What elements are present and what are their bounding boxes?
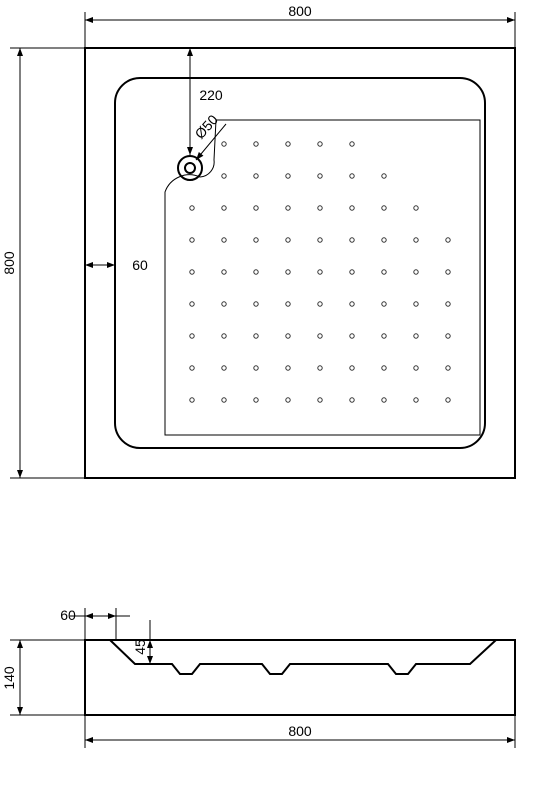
dim-side-gap-label: 60 bbox=[60, 607, 76, 623]
antislip-dot bbox=[222, 238, 226, 242]
antislip-dot bbox=[382, 334, 386, 338]
dim-side-width-label: 800 bbox=[288, 723, 312, 739]
antislip-dot bbox=[286, 398, 290, 402]
antislip-dot bbox=[318, 238, 322, 242]
antislip-dot bbox=[446, 334, 450, 338]
antislip-dot bbox=[350, 238, 354, 242]
antislip-dot bbox=[446, 366, 450, 370]
antislip-dot bbox=[222, 398, 226, 402]
antislip-dot bbox=[190, 270, 194, 274]
antislip-dot bbox=[350, 398, 354, 402]
antislip-dot bbox=[286, 270, 290, 274]
antislip-dot bbox=[446, 302, 450, 306]
antislip-dot bbox=[318, 270, 322, 274]
dim-side-gap: 60 bbox=[60, 607, 130, 640]
dim-inner-gap: 60 bbox=[85, 256, 148, 274]
antislip-dot bbox=[190, 334, 194, 338]
antislip-dot bbox=[350, 174, 354, 178]
antislip-dot bbox=[286, 366, 290, 370]
antislip-dot bbox=[286, 302, 290, 306]
antislip-dot bbox=[414, 206, 418, 210]
technical-drawing: 800 800 220 60 Ø50 bbox=[0, 0, 544, 800]
antislip-dot bbox=[414, 302, 418, 306]
dim-drain-dia: Ø50 bbox=[191, 111, 226, 162]
antislip-dot bbox=[414, 366, 418, 370]
antislip-dot bbox=[286, 334, 290, 338]
antislip-dot bbox=[286, 142, 290, 146]
antislip-dot bbox=[446, 398, 450, 402]
antislip-dot bbox=[254, 238, 258, 242]
dim-side-depth: 45 bbox=[132, 620, 168, 664]
antislip-dot bbox=[382, 270, 386, 274]
antislip-dot bbox=[222, 142, 226, 146]
antislip-dot bbox=[286, 174, 290, 178]
antislip-dot bbox=[190, 302, 194, 306]
drain-inner-circle bbox=[185, 163, 195, 173]
antislip-dot bbox=[318, 142, 322, 146]
antislip-dot bbox=[446, 238, 450, 242]
antislip-dot bbox=[414, 334, 418, 338]
antislip-dot bbox=[254, 270, 258, 274]
antislip-dot bbox=[414, 270, 418, 274]
antislip-dot bbox=[414, 238, 418, 242]
antislip-dot bbox=[190, 206, 194, 210]
plan-inner bbox=[115, 78, 485, 448]
antislip-dot bbox=[222, 206, 226, 210]
antislip-dot bbox=[190, 398, 194, 402]
antislip-dot bbox=[318, 302, 322, 306]
antislip-dot bbox=[350, 302, 354, 306]
antislip-dot bbox=[318, 174, 322, 178]
antislip-dot bbox=[382, 238, 386, 242]
dim-side-width: 800 bbox=[85, 715, 515, 748]
antislip-dot bbox=[350, 206, 354, 210]
antislip-dot bbox=[382, 206, 386, 210]
antislip-dot bbox=[446, 270, 450, 274]
plan-outer bbox=[85, 48, 515, 478]
antislip-dots bbox=[190, 142, 450, 402]
dim-drain-y-label: 220 bbox=[199, 87, 223, 103]
dim-plan-height-label: 800 bbox=[1, 251, 17, 275]
antislip-dot bbox=[190, 238, 194, 242]
antislip-dot bbox=[350, 142, 354, 146]
antislip-dot bbox=[286, 238, 290, 242]
antislip-dot bbox=[318, 398, 322, 402]
dim-side-height-label: 140 bbox=[1, 666, 17, 690]
antislip-dot bbox=[222, 270, 226, 274]
antislip-dot bbox=[222, 366, 226, 370]
antislip-dot bbox=[382, 366, 386, 370]
antislip-dot bbox=[350, 270, 354, 274]
antislip-dot bbox=[254, 142, 258, 146]
antislip-dot bbox=[254, 174, 258, 178]
dim-plan-height: 800 bbox=[1, 48, 85, 478]
antislip-dot bbox=[318, 206, 322, 210]
antislip-dot bbox=[254, 206, 258, 210]
drain-outer-circle bbox=[178, 156, 202, 180]
antislip-dot bbox=[350, 366, 354, 370]
plan-floor-plate bbox=[165, 120, 480, 435]
side-inner-profile bbox=[110, 640, 496, 674]
antislip-dot bbox=[318, 334, 322, 338]
antislip-dot bbox=[286, 206, 290, 210]
antislip-dot bbox=[254, 334, 258, 338]
antislip-dot bbox=[318, 366, 322, 370]
antislip-dot bbox=[222, 302, 226, 306]
dim-side-depth-label: 45 bbox=[132, 639, 148, 655]
antislip-dot bbox=[382, 302, 386, 306]
plan-view bbox=[85, 48, 515, 478]
antislip-dot bbox=[414, 398, 418, 402]
antislip-dot bbox=[350, 334, 354, 338]
dim-drain-dia-label: Ø50 bbox=[191, 111, 221, 142]
antislip-dot bbox=[382, 398, 386, 402]
dim-side-height: 140 bbox=[1, 640, 85, 715]
antislip-dot bbox=[254, 302, 258, 306]
antislip-dot bbox=[222, 334, 226, 338]
dim-plan-width: 800 bbox=[85, 3, 515, 48]
antislip-dot bbox=[254, 366, 258, 370]
dim-plan-width-label: 800 bbox=[288, 3, 312, 19]
dim-inner-gap-label: 60 bbox=[132, 257, 148, 273]
antislip-dot bbox=[254, 398, 258, 402]
antislip-dot bbox=[190, 366, 194, 370]
antislip-dot bbox=[222, 174, 226, 178]
antislip-dot bbox=[382, 174, 386, 178]
